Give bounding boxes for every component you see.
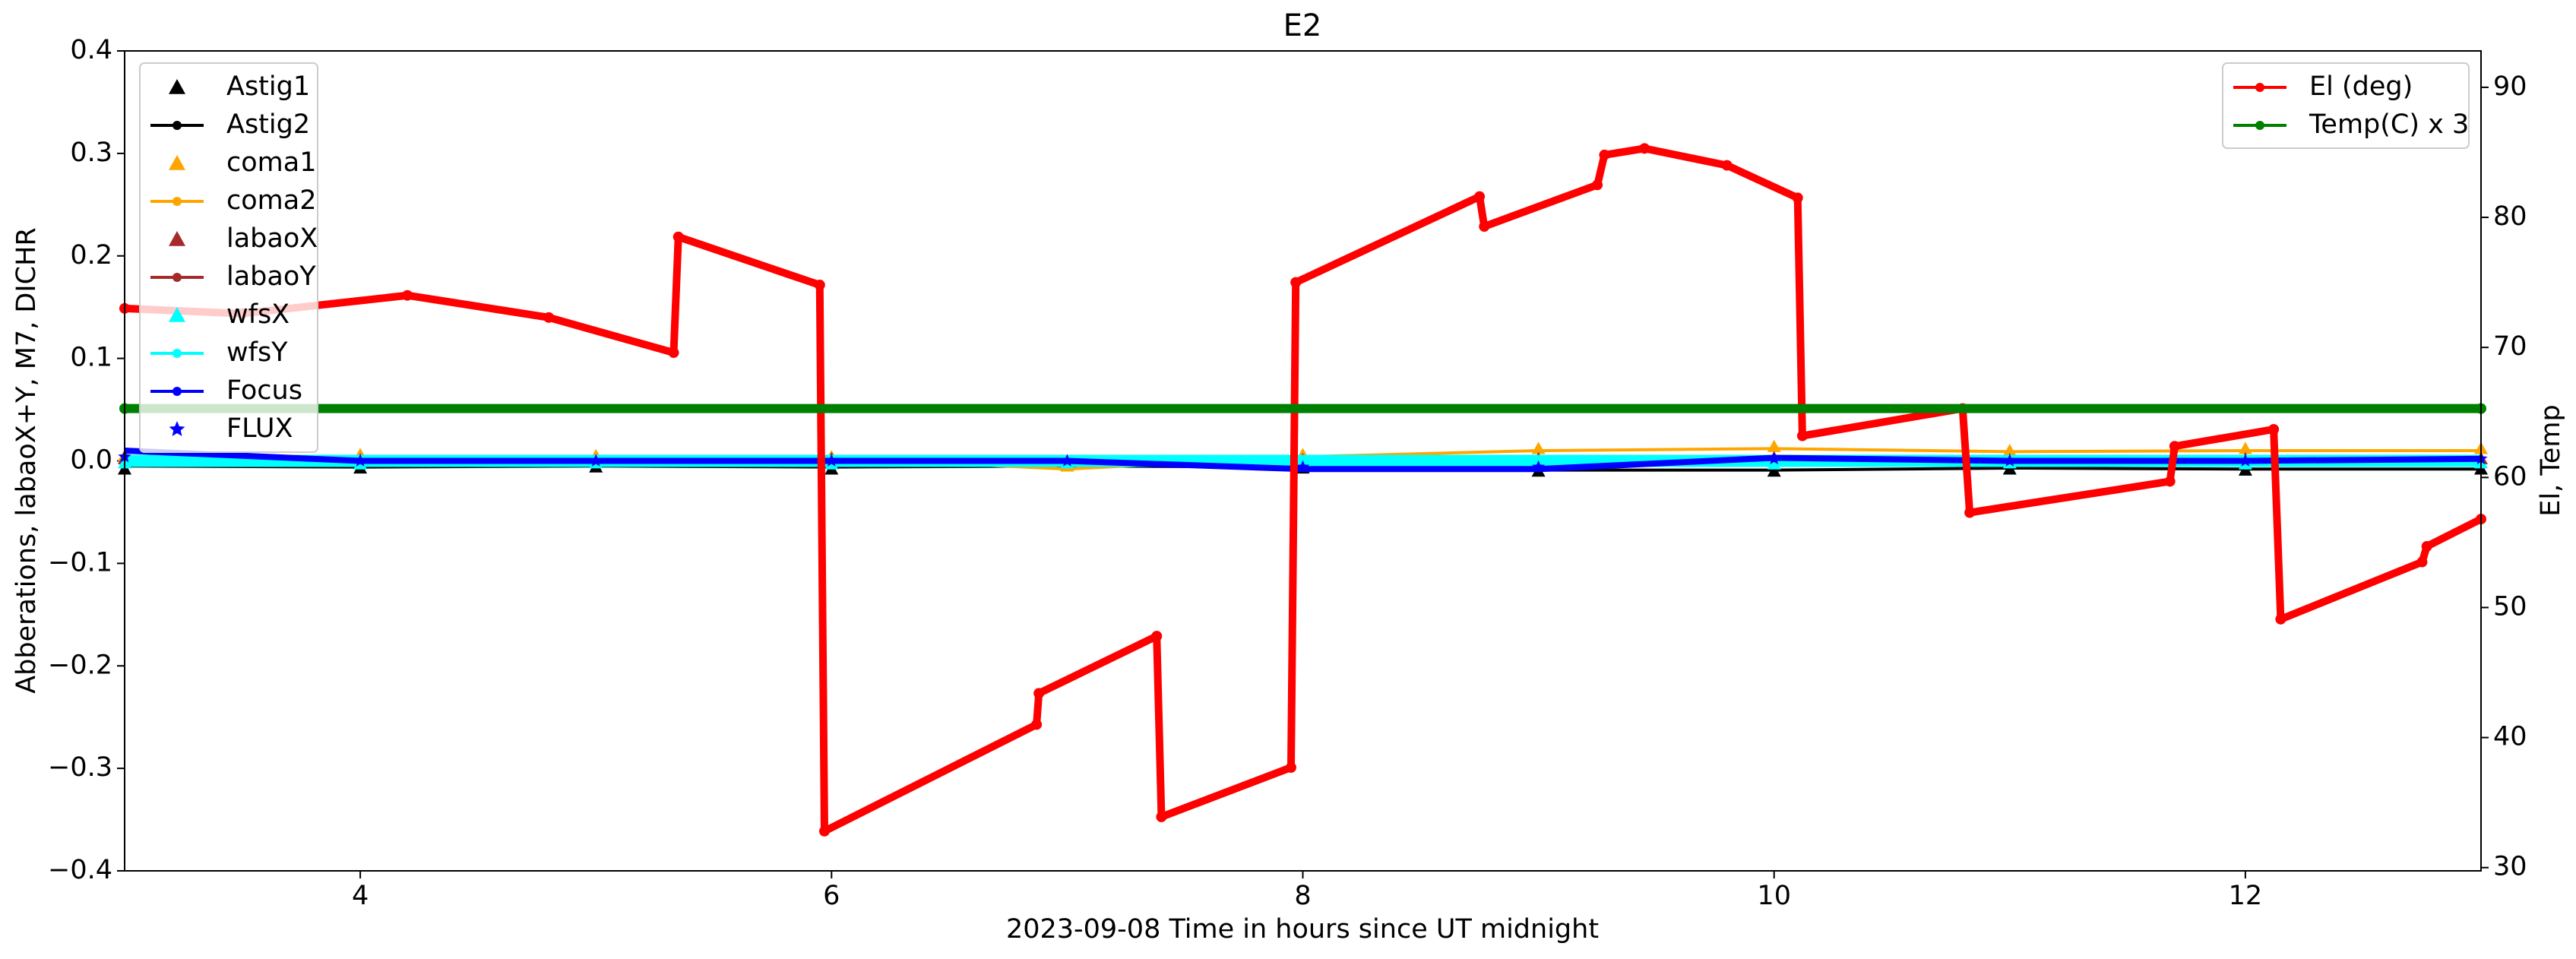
data-point bbox=[1479, 221, 1490, 233]
y-axis-label: Abberations, labaoX+Y, M7, DICHR bbox=[11, 227, 42, 694]
y-tick-label: −0.4 bbox=[48, 855, 112, 885]
y-tick-label: −0.1 bbox=[48, 547, 112, 578]
legend-marker bbox=[169, 155, 185, 170]
data-point bbox=[672, 231, 684, 242]
data-point bbox=[1767, 451, 1781, 465]
x-tick-label: 12 bbox=[2229, 881, 2263, 911]
legend-marker bbox=[169, 79, 185, 94]
data-point bbox=[2239, 454, 2252, 467]
data-point bbox=[818, 825, 830, 837]
data-point bbox=[1060, 454, 1074, 467]
y-tick-label: 0.0 bbox=[70, 445, 112, 476]
data-point bbox=[1033, 688, 1045, 699]
legend-marker bbox=[169, 307, 185, 322]
series-line bbox=[124, 144, 2483, 835]
legend-label: coma2 bbox=[226, 185, 316, 216]
data-point bbox=[814, 280, 825, 291]
legend-label: FLUX bbox=[226, 413, 293, 444]
data-point bbox=[2275, 613, 2286, 625]
y2-tick-label: 60 bbox=[2493, 461, 2527, 492]
plot-frame bbox=[124, 50, 2482, 872]
x-axis-label: 2023-09-08 Time in hours since UT midnig… bbox=[1006, 914, 1599, 945]
legend-label: El (deg) bbox=[2309, 71, 2413, 102]
legend-label: wfsY bbox=[226, 337, 288, 368]
y2-axis-label: El, Temp bbox=[2536, 404, 2566, 516]
data-point bbox=[1151, 631, 1163, 642]
data-point bbox=[2164, 476, 2176, 487]
y2-tick-label: 80 bbox=[2493, 201, 2527, 232]
data-point bbox=[824, 454, 838, 467]
data-point bbox=[1792, 192, 1803, 204]
legend-label: Temp(C) x 3 bbox=[2309, 109, 2469, 140]
data-point bbox=[1532, 460, 1546, 473]
legend-label: labaoX bbox=[226, 223, 318, 254]
data-point bbox=[1599, 149, 1610, 160]
y-tick-label: 0.2 bbox=[70, 240, 112, 271]
data-point bbox=[1296, 460, 1310, 473]
data-point bbox=[353, 454, 367, 467]
x-tick-label: 6 bbox=[823, 881, 840, 911]
data-point bbox=[1639, 143, 1650, 154]
legend-marker bbox=[172, 273, 182, 282]
y-tick-label: 0.4 bbox=[70, 35, 112, 65]
y2-tick-label: 40 bbox=[2493, 722, 2527, 752]
data-point bbox=[1156, 811, 1167, 822]
legend-marker bbox=[2255, 83, 2264, 92]
x-tick-label: 4 bbox=[352, 881, 369, 911]
data-point bbox=[1592, 179, 1603, 191]
legend-label: labaoY bbox=[226, 261, 316, 292]
data-point bbox=[2268, 424, 2280, 435]
y2-tick-label: 50 bbox=[2493, 591, 2527, 622]
legend-marker bbox=[169, 231, 185, 246]
data-point bbox=[2421, 541, 2432, 552]
data-point bbox=[1721, 160, 1733, 171]
data-point bbox=[2416, 556, 2428, 568]
legend-label: Astig2 bbox=[226, 109, 310, 140]
legend-marker bbox=[172, 197, 182, 206]
legend-label: Focus bbox=[226, 375, 302, 406]
y2-tick-label: 70 bbox=[2493, 331, 2527, 362]
legend-label: wfsX bbox=[226, 299, 290, 330]
data-point bbox=[1285, 761, 1296, 773]
legend-label: Astig1 bbox=[226, 71, 310, 102]
data-point bbox=[2003, 454, 2017, 467]
data-point bbox=[402, 290, 413, 301]
y-tick-label: 0.3 bbox=[70, 138, 112, 168]
data-point bbox=[2169, 441, 2180, 452]
data-point bbox=[1031, 719, 1043, 730]
y2-tick-label: 90 bbox=[2493, 71, 2527, 102]
legend-marker bbox=[172, 121, 182, 130]
legend-marker bbox=[2255, 121, 2264, 130]
chart-title: E2 bbox=[1283, 8, 1322, 43]
legend-marker bbox=[172, 387, 182, 396]
data-point bbox=[589, 454, 603, 467]
y-tick-label: 0.1 bbox=[70, 343, 112, 373]
legend-label: coma1 bbox=[226, 147, 316, 178]
data-point bbox=[1796, 430, 1808, 442]
legend-marker bbox=[169, 421, 185, 436]
y2-tick-label: 30 bbox=[2493, 852, 2527, 882]
x-tick-label: 8 bbox=[1294, 881, 1311, 911]
x-tick-label: 10 bbox=[1757, 881, 1791, 911]
data-point bbox=[543, 312, 555, 323]
y-tick-label: −0.2 bbox=[48, 650, 112, 680]
data-point bbox=[1474, 191, 1486, 202]
data-point bbox=[668, 347, 679, 359]
data-point bbox=[1964, 507, 1976, 518]
data-point bbox=[1290, 277, 1302, 288]
y-tick-label: −0.3 bbox=[48, 752, 112, 783]
legend-marker bbox=[172, 349, 182, 358]
